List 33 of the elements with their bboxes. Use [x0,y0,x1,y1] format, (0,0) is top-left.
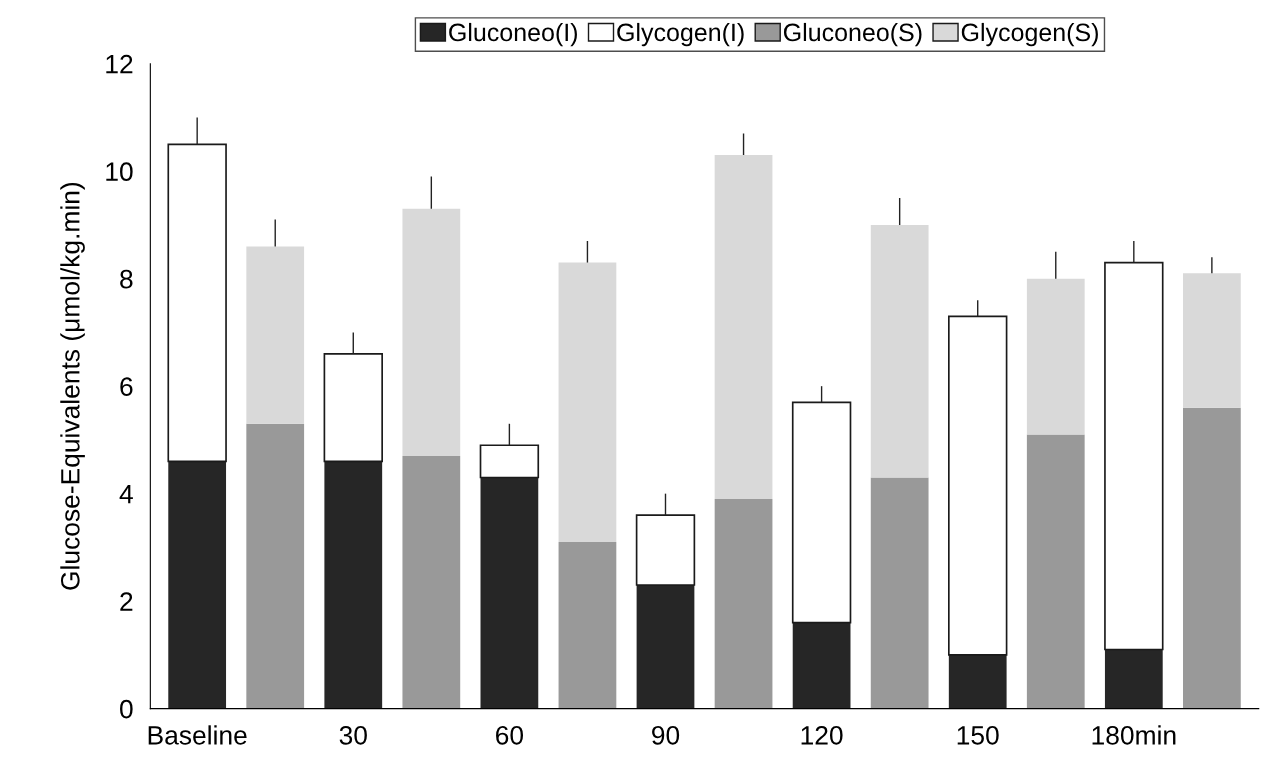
x-tick-label: 30 [339,725,367,745]
y-axis-title: Glucose-Equivalents (μmol/kg.min) [60,182,85,590]
bar [246,423,305,709]
x-tick-label: 60 [496,725,524,745]
bar [714,155,773,500]
bar [402,208,461,457]
y-tick-label: 12 [106,54,133,74]
bar [714,499,773,709]
y-tick-label: 0 [120,699,133,719]
legend-label: Glycogen(I) [617,22,744,47]
bar [1183,407,1241,709]
bar [402,456,461,709]
x-tick-label: 180min [1092,725,1176,745]
x-tick-label: 90 [652,725,680,745]
x-tick-label: Baseline [148,725,247,745]
y-tick-label: 4 [119,485,133,504]
bar [558,262,617,543]
legend-label: Gluconeo(I) [449,22,577,47]
legend-label: Gluconeo(S) [783,22,922,47]
legend-label: Glycogen(S) [961,22,1098,47]
x-tick-label: 120 [801,725,843,745]
bar [1026,278,1085,435]
y-tick-label: 6 [120,377,133,396]
bar [1026,434,1085,709]
y-tick-label: 2 [120,592,133,611]
y-tick-label: 8 [120,269,133,289]
bar [558,542,617,709]
bar [870,224,929,478]
x-tick-label: 150 [957,725,999,745]
bar [870,477,929,709]
bar [1183,273,1241,408]
y-tick-label: 10 [106,162,133,182]
bar [246,246,305,424]
